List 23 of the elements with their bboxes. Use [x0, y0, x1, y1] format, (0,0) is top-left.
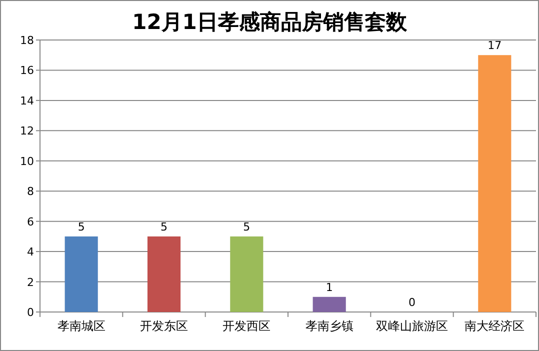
y-tick-label: 4 — [27, 246, 34, 259]
y-tick-label: 6 — [27, 215, 34, 228]
y-tick-label: 14 — [20, 94, 34, 108]
x-tick-label: 双峰山旅游区 — [376, 319, 448, 333]
data-label: 5 — [78, 220, 85, 234]
x-tick-label: 开发东区 — [140, 319, 188, 333]
y-tick-label: 10 — [20, 154, 34, 168]
y-tick-label: 12 — [20, 124, 34, 138]
x-tick-label: 开发西区 — [222, 319, 271, 333]
data-label: 5 — [243, 220, 250, 234]
y-tick-label: 16 — [20, 64, 34, 78]
data-label: 1 — [326, 280, 333, 294]
x-tick-label: 孝南城区 — [57, 319, 106, 333]
y-tick-label: 8 — [27, 185, 34, 198]
y-tick-label: 0 — [27, 306, 34, 319]
title: 12月1日孝感商品房销售套数 — [132, 10, 407, 34]
data-label: 17 — [488, 39, 502, 52]
y-tick-label: 18 — [20, 34, 34, 47]
y-tick-label: 2 — [27, 276, 34, 289]
data-label: 5 — [160, 220, 168, 234]
x-tick-label: 南大经济区 — [464, 319, 525, 333]
x-tick-label: 孝南乡镇 — [305, 319, 354, 333]
data-label: 0 — [408, 296, 416, 309]
